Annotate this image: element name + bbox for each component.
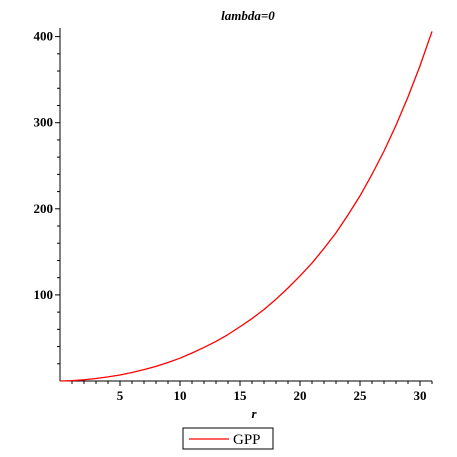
y-tick-label: 100	[34, 287, 54, 302]
tick-labels: 5 10 15 20 25 30 100 200 300 400	[34, 29, 427, 403]
x-tick-label: 30	[414, 388, 427, 403]
x-tick-label: 10	[174, 388, 187, 403]
x-axis-label: r	[251, 406, 257, 421]
axes	[59, 28, 432, 382]
legend: GPP	[182, 427, 274, 450]
y-tick-label: 200	[34, 201, 54, 216]
chart-title: lambda=0	[221, 8, 275, 23]
x-tick-label: 25	[354, 388, 368, 403]
y-tick-label: 400	[34, 29, 54, 44]
y-tick-label: 300	[34, 115, 54, 130]
tick-marks	[55, 36, 433, 386]
series-layer	[59, 31, 433, 382]
legend-label: GPP	[233, 432, 261, 448]
x-tick-label: 20	[294, 388, 307, 403]
x-tick-label: 5	[117, 388, 124, 403]
x-tick-label: 15	[234, 388, 248, 403]
series-line-gpp	[59, 31, 433, 382]
